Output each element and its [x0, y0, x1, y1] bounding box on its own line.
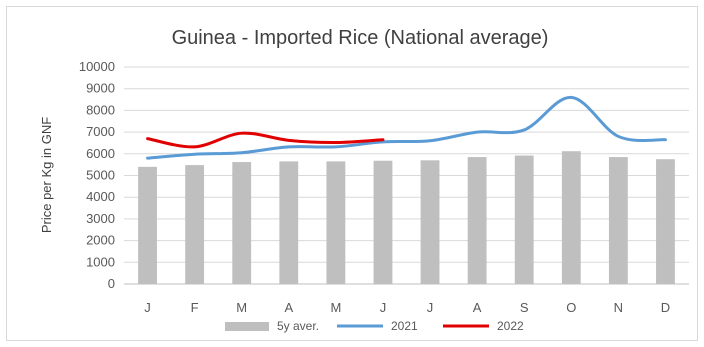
- chart-frame: Guinea - Imported Rice (National average…: [6, 6, 698, 341]
- bar-5y-average: [279, 161, 299, 284]
- bar-5y-average: [232, 162, 252, 284]
- legend-label: 5y aver.: [277, 319, 319, 333]
- bar-layer: [138, 151, 675, 284]
- chart-title: Guinea - Imported Rice (National average…: [172, 27, 549, 49]
- legend-swatch: [225, 322, 269, 331]
- y-tick-label: 8000: [86, 102, 115, 117]
- bar-5y-average: [420, 160, 440, 284]
- y-tick-label: 0: [108, 276, 115, 291]
- bar-5y-average: [608, 157, 628, 284]
- bar-5y-average: [185, 165, 205, 284]
- x-tick-label: F: [191, 300, 199, 315]
- x-tick-label: J: [144, 300, 151, 315]
- x-tick-label: S: [520, 300, 529, 315]
- line-layer: [146, 95, 667, 160]
- x-tick-label: N: [614, 300, 623, 315]
- x-tick-label: O: [566, 300, 576, 315]
- y-tick-label: 5000: [86, 168, 115, 183]
- x-tick-label: D: [661, 300, 670, 315]
- y-tick-label: 10000: [79, 59, 115, 74]
- y-tick-label: 3000: [86, 211, 115, 226]
- x-tick-label: A: [473, 300, 482, 315]
- legend-label: 2021: [391, 319, 418, 333]
- y-tick-label: 7000: [86, 124, 115, 139]
- axis-layer: 0 1000 2000 3000 4000 5000 6000 7000 8000 9000 100…: [79, 59, 689, 315]
- bar-5y-average: [138, 166, 157, 284]
- y-tick-label: 1000: [86, 254, 115, 269]
- y-axis-label: Price per Kg in GNF: [39, 117, 54, 233]
- bar-5y-average: [373, 160, 393, 284]
- bar-5y-average: [326, 161, 346, 284]
- bar-5y-average: [561, 151, 581, 284]
- line-series-2021: [146, 95, 667, 160]
- x-tick-label: J: [380, 300, 387, 315]
- line-series-2022: [146, 131, 385, 149]
- bar-5y-average: [467, 157, 487, 284]
- y-tick-label: 9000: [86, 81, 115, 96]
- x-tick-label: J: [427, 300, 434, 315]
- bar-5y-average: [656, 159, 675, 284]
- x-tick-label: A: [284, 300, 293, 315]
- y-tick-label: 6000: [86, 146, 115, 161]
- chart: Guinea - Imported Rice (National average…: [39, 27, 689, 333]
- legend: 5y aver. 2021 2022: [225, 319, 524, 333]
- x-tick-label: M: [330, 300, 341, 315]
- legend-label: 2022: [497, 319, 524, 333]
- y-tick-label: 4000: [86, 189, 115, 204]
- y-tick-label: 2000: [86, 233, 115, 248]
- x-tick-label: M: [236, 300, 247, 315]
- bar-5y-average: [514, 155, 534, 284]
- grid-layer: [124, 66, 689, 263]
